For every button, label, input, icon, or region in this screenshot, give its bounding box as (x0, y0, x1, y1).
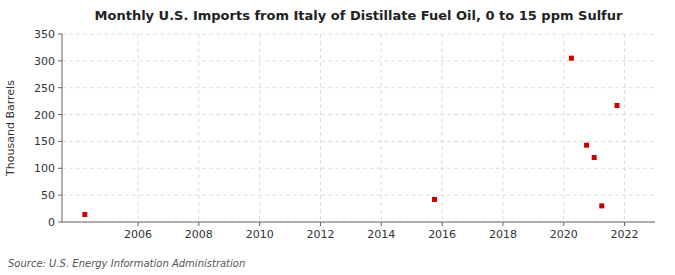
points (82, 56, 619, 217)
x-tick (624, 222, 625, 226)
x-tick-label: 2014 (367, 228, 395, 241)
x-axis-line (62, 222, 655, 223)
grid-line-x (563, 34, 564, 222)
y-tick (58, 195, 62, 196)
grid-line-x (442, 34, 443, 222)
x-tick-label: 2016 (428, 228, 456, 241)
x-tick (138, 222, 139, 226)
grid-line-x (320, 34, 321, 222)
source-note: Source: U.S. Energy Information Administ… (8, 258, 245, 269)
grid-line-x (381, 34, 382, 222)
y-tick (58, 222, 62, 223)
x-tick-label: 2020 (550, 228, 578, 241)
y-tick-label: 200 (34, 109, 55, 122)
grid-line-x (259, 34, 260, 222)
y-axis-line (62, 34, 63, 222)
point (432, 197, 437, 202)
x-tick-label: 2018 (489, 228, 517, 241)
x-tick (381, 222, 382, 226)
x-tick-label: 2010 (246, 228, 274, 241)
grid (62, 34, 655, 222)
y-tick (58, 87, 62, 88)
y-axis-label: Thousand Barrels (4, 80, 17, 177)
grid-line-y (62, 60, 655, 61)
chart: 2006 2008 2010 2012 2014 2016 2018 2020 2022 0 50 1… (0, 0, 675, 275)
grid-line-x (624, 34, 625, 222)
point (82, 212, 87, 217)
point (592, 155, 597, 160)
point (599, 203, 604, 208)
y-tick-label: 350 (34, 28, 55, 41)
x-tick-label: 2008 (185, 228, 213, 241)
grid-line-x (198, 34, 199, 222)
x-tick (442, 222, 443, 226)
grid-line-x (138, 34, 139, 222)
grid-line-y (62, 141, 655, 142)
y-tick-label: 100 (34, 162, 55, 175)
point (584, 143, 589, 148)
grid-line-y (62, 222, 655, 223)
title: Monthly U.S. Imports from Italy of Disti… (95, 8, 623, 23)
y-tick (58, 141, 62, 142)
grid-line-y (62, 87, 655, 88)
y-tick-label: 150 (34, 135, 55, 148)
point (569, 56, 574, 61)
y-tick-label: 300 (34, 55, 55, 68)
grid-line-y (62, 114, 655, 115)
x-tick (259, 222, 260, 226)
y-tick (58, 168, 62, 169)
grid-line-y (62, 168, 655, 169)
grid-line-x (502, 34, 503, 222)
grid-line-y (62, 34, 655, 35)
y-tick-label: 0 (48, 216, 55, 229)
point (614, 103, 619, 108)
x-tick (502, 222, 503, 226)
y-tick-label: 250 (34, 82, 55, 95)
y-tick (58, 34, 62, 35)
x-tick-label: 2006 (124, 228, 152, 241)
grid-line-y (62, 195, 655, 196)
x-tick-label: 2022 (611, 228, 639, 241)
y-tick (58, 114, 62, 115)
x-tick (198, 222, 199, 226)
x-tick (563, 222, 564, 226)
y-tick-label: 50 (41, 189, 55, 202)
x-tick-label: 2012 (306, 228, 334, 241)
x-tick (320, 222, 321, 226)
y-tick (58, 60, 62, 61)
